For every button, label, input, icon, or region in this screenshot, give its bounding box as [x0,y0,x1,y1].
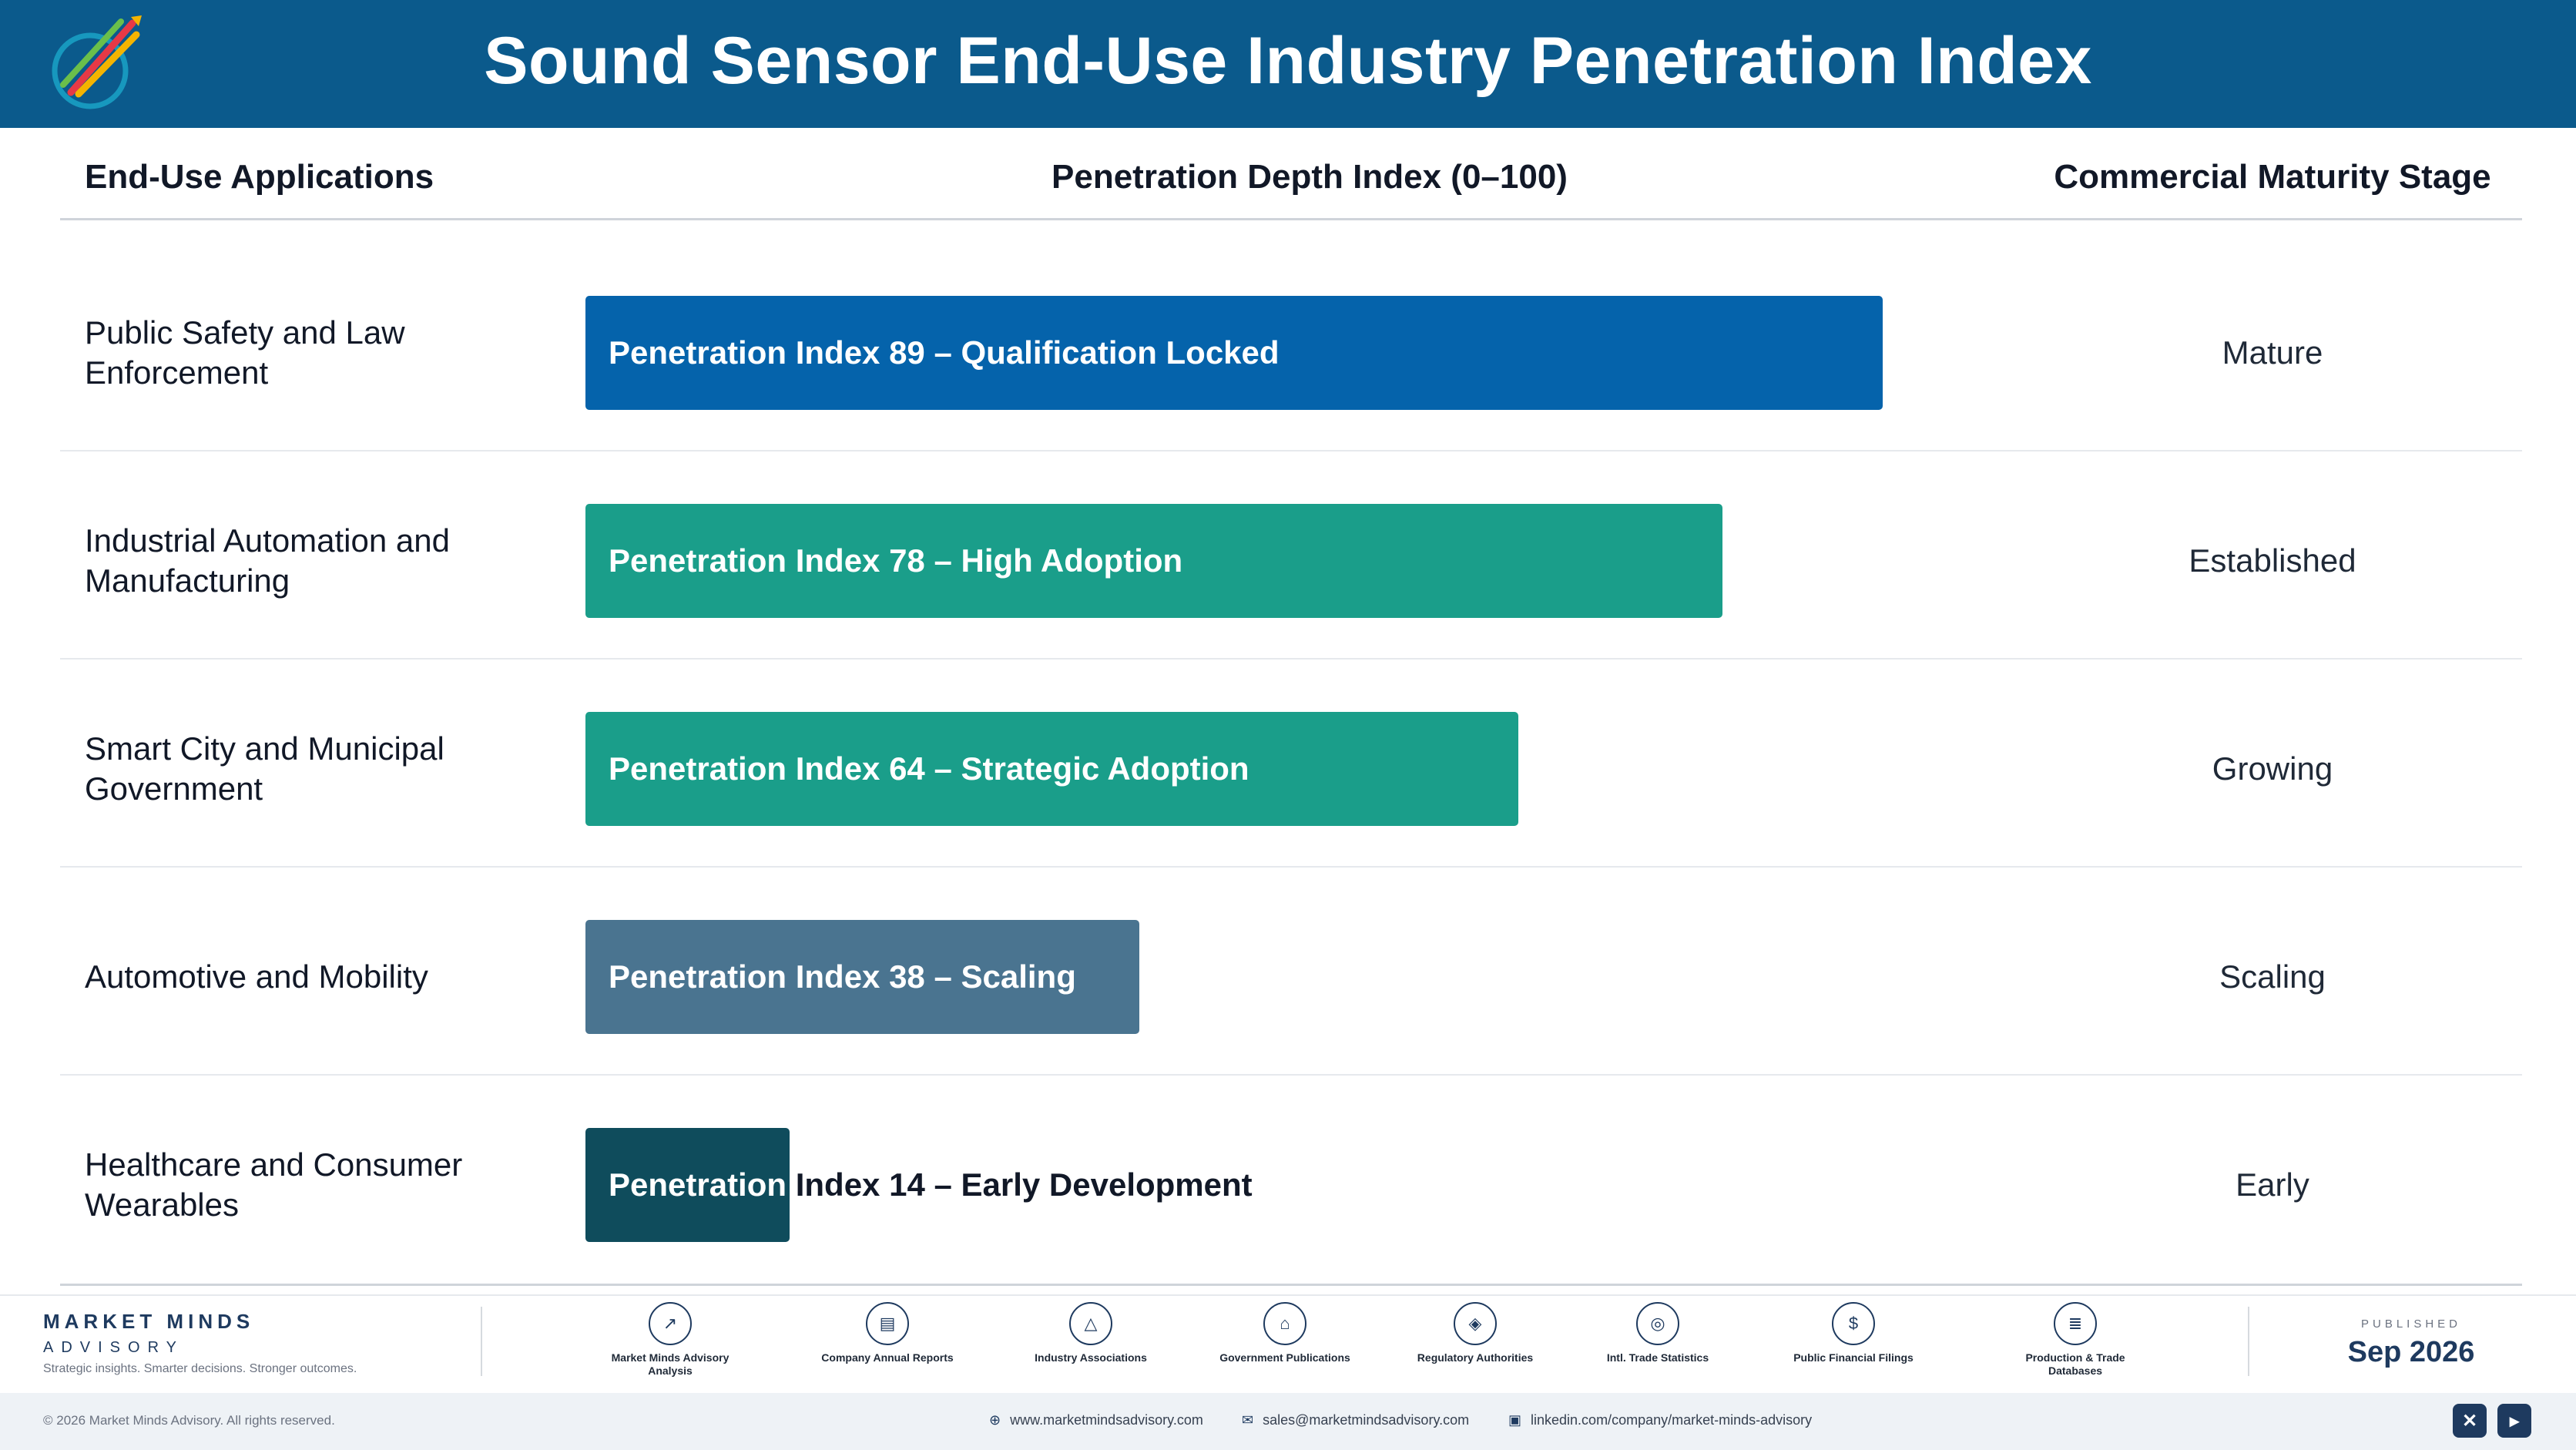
copyright-text: © 2026 Market Minds Advisory. All rights… [43,1413,335,1428]
bar-data-label: Penetration Index 64 – Strategic Adoptio… [609,712,1249,826]
row-divider [60,658,2522,660]
linkedin-icon: ▣ [1508,1412,1522,1428]
row-divider [60,450,2522,451]
source-item: ▤ Company Annual Reports [810,1302,964,1364]
bar-data-label: Penetration Index 14 – Early Development [609,1128,1253,1242]
mail-icon: ✉ [1242,1412,1254,1428]
table-bottom-divider [60,1284,2522,1286]
row-divider [60,866,2522,868]
column-header-stage: Commercial Maturity Stage [2054,158,2491,196]
email-text: sales@marketmindsadvisory.com [1263,1412,1470,1428]
database-icon: ≣ [2054,1302,2097,1345]
source-item: △ Industry Associations [1014,1302,1168,1364]
application-label: Industrial Automation and Manufacturing [85,522,450,599]
column-header-applications: End-Use Applications [85,158,434,196]
footer-contact-bar [0,1393,2576,1450]
bar-data-label-text: Penetration [609,1166,787,1203]
penetration-bar [585,296,1883,410]
bar-data-label: Penetration Index 89 – Qualification Loc… [609,296,1280,410]
government-building-icon: ⌂ [1263,1302,1306,1345]
header-banner: Sound Sensor End-Use Industry Penetratio… [0,0,2576,128]
source-label: Industry Associations [1035,1351,1147,1364]
footer-divider-right [2248,1307,2249,1376]
maturity-stage: Growing [2212,750,2333,787]
bar-data-label-text: Penetration Index 89 – Qualification Loc… [609,334,1280,371]
source-item: ↗ Market Minds Advisory Analysis [593,1302,747,1378]
column-header-index: Penetration Depth Index (0–100) [1052,158,1568,196]
penetration-bar [585,920,1139,1034]
source-item: ⌂ Government Publications [1208,1302,1362,1364]
document-icon: ▤ [866,1302,909,1345]
chart-line-icon: ↗ [649,1302,692,1345]
bar-data-label-text: Penetration Index 38 – Scaling [609,958,1076,995]
source-label: Company Annual Reports [821,1351,954,1364]
penetration-bar [585,504,1722,618]
application-label: Automotive and Mobility [85,958,428,995]
email-link[interactable]: ✉ sales@marketmindsadvisory.com [1242,1412,1469,1428]
x-social-icon[interactable]: ✕ [2453,1404,2487,1438]
source-label: Market Minds Advisory Analysis [611,1351,730,1377]
globe-icon: ⊕ [989,1412,1001,1428]
bar-data-label-text: Penetration Index 78 – High Adoption [609,542,1183,579]
source-label: Intl. Trade Statistics [1606,1351,1709,1364]
source-item: ≣ Production & Trade Databases [1998,1302,2152,1378]
source-item: ◎ Intl. Trade Statistics [1581,1302,1735,1364]
header-divider [60,218,2522,220]
page-title: Sound Sensor End-Use Industry Penetratio… [484,24,2092,98]
source-label: Regulatory Authorities [1417,1351,1534,1364]
maturity-stage: Early [2236,1166,2309,1203]
footer-divider-left [481,1307,482,1376]
bar-data-label: Penetration Index 78 – High Adoption [609,504,1182,618]
youtube-social-icon[interactable]: ▸ [2497,1404,2531,1438]
company-logo-icon [52,15,142,109]
source-item: $ Public Financial Filings [1776,1302,1930,1364]
globe-icon: ◎ [1636,1302,1679,1345]
linkedin-link[interactable]: ▣ linkedin.com/company/market-minds-advis… [1508,1412,1812,1428]
network-icon: △ [1069,1302,1112,1345]
source-label: Government Publications [1219,1351,1350,1364]
footer-brand-name: MARKET MINDS [43,1310,255,1333]
bar-data-label-overflow: Index 14 – Early Development [787,1166,1253,1203]
application-label: Public Safety and Law Enforcement [85,314,405,391]
shield-icon: ◈ [1454,1302,1497,1345]
footer-tagline: Strategic insights. Smarter decisions. S… [43,1362,357,1375]
bar-data-label: Penetration Index 38 – Scaling [609,920,1076,1034]
source-label: Production & Trade Databases [2025,1351,2125,1377]
application-label: Smart City and Municipal Government [85,730,444,807]
linkedin-text: linkedin.com/company/market-minds-adviso… [1531,1412,1813,1428]
penetration-bar [585,1128,790,1242]
maturity-stage: Established [2189,542,2356,579]
published-label: PUBLISHED [2360,1317,2462,1331]
maturity-stage: Scaling [2219,958,2326,995]
footer-brand-sub: ADVISORY [43,1339,184,1356]
maturity-stage: Mature [2222,334,2323,371]
coin-icon: $ [1832,1302,1875,1345]
source-label: Public Financial Filings [1793,1351,1914,1364]
published-date: Sep 2026 [2347,1336,2475,1368]
source-item: ◈ Regulatory Authorities [1398,1302,1552,1364]
penetration-bar [585,712,1518,826]
website-link[interactable]: ⊕ www.marketmindsadvisory.com [989,1412,1203,1428]
website-text: www.marketmindsadvisory.com [1010,1412,1203,1428]
application-label: Healthcare and Consumer Wearables [85,1146,463,1223]
bar-data-label-text: Penetration Index 64 – Strategic Adoptio… [609,750,1249,787]
row-divider [60,1074,2522,1076]
